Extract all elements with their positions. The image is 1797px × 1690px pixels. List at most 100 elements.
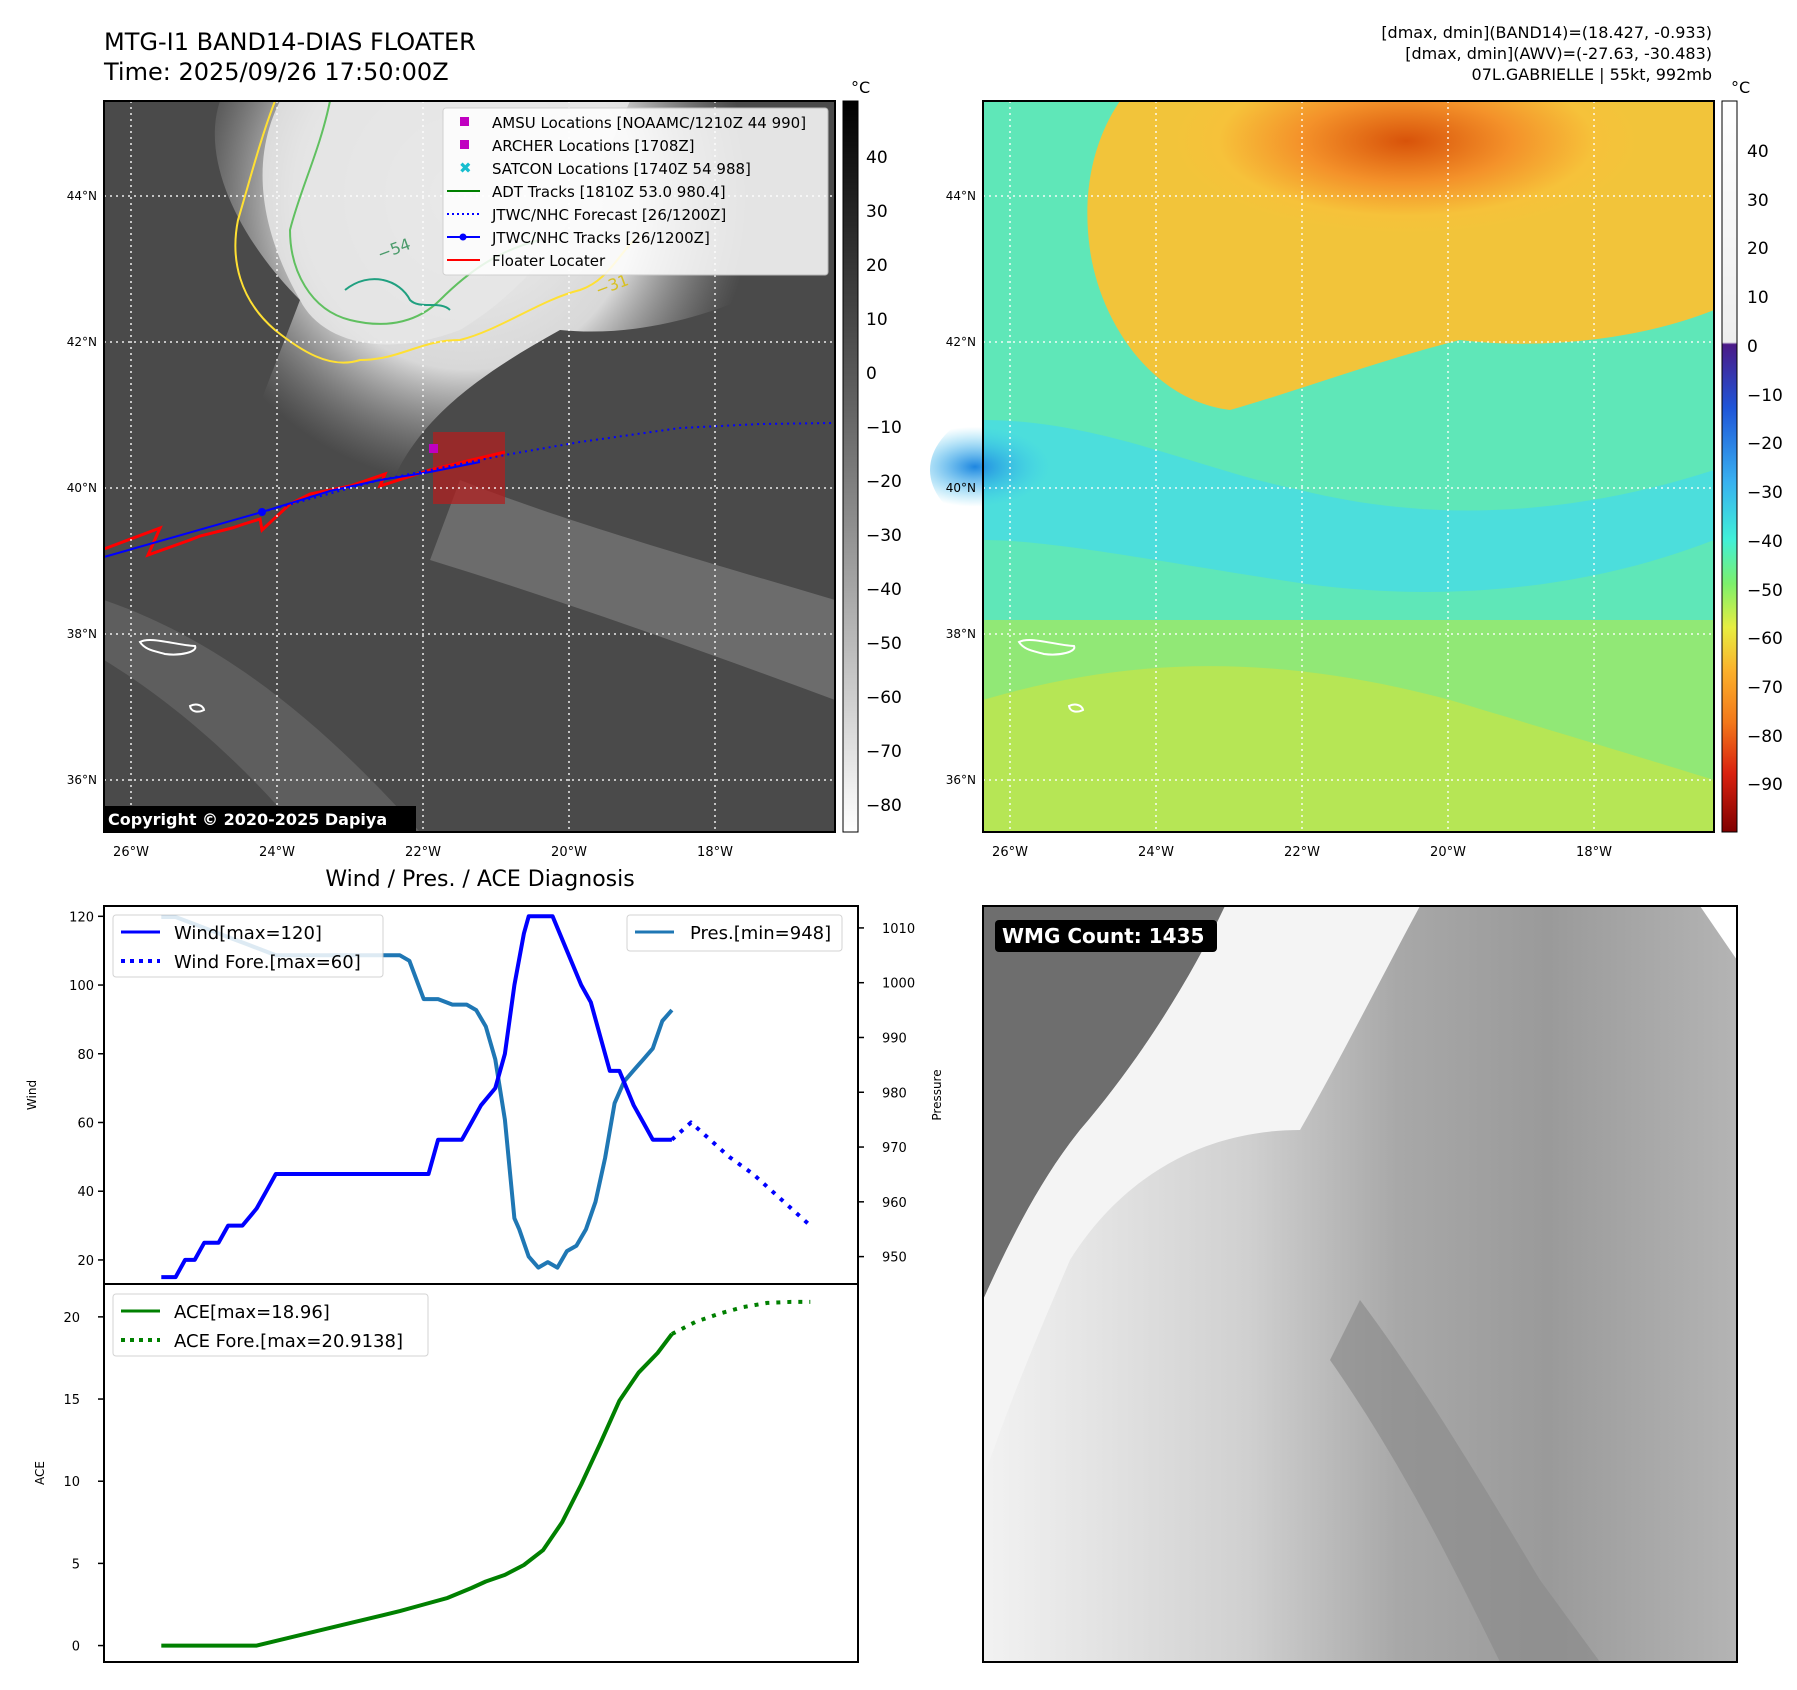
lon-label: 24°W <box>259 845 295 860</box>
wmg-panel: WMG Count: 1435 <box>982 905 1738 1663</box>
cold-contour-green <box>288 100 541 325</box>
color-tick: −60 <box>1747 629 1783 649</box>
wind-legend-label: Wind[max=120] <box>174 923 322 944</box>
ace-legend-label: ACE[max=18.96] <box>174 1302 330 1323</box>
gray-tick: −80 <box>866 796 902 816</box>
ace-chart: 20 15 10 5 0 ACE ACE[max=18.96] ACE Fore.[ma… <box>33 1283 859 1663</box>
gray-tick: −50 <box>866 634 902 654</box>
lat-label: 38°N <box>67 627 97 641</box>
legend-label-satcon: SATCON Locations [1740Z 54 988] <box>492 160 751 178</box>
color-colorbar-bar <box>1721 100 1738 833</box>
color-tick: 40 <box>1747 142 1769 162</box>
legend-marker-satcon: ✖ <box>459 159 472 177</box>
gray-tick: −10 <box>866 418 902 438</box>
legend-marker-amsu <box>460 117 469 126</box>
color-tick: −20 <box>1747 434 1783 454</box>
jtwc-forecast-line <box>261 422 836 513</box>
wmg-dark-band <box>1330 1300 1600 1662</box>
wind-tick-label: 100 <box>69 979 94 994</box>
ir-band-southwest <box>104 600 420 832</box>
color-tick: 10 <box>1747 288 1769 308</box>
floater-track-red <box>103 450 506 558</box>
color-tick: 20 <box>1747 239 1769 259</box>
wind-tick-label: 40 <box>77 1185 94 1200</box>
wind-legend: Wind[max=120] Wind Fore.[max=60] <box>112 914 384 978</box>
ace-y-ticks: 20 15 10 5 0 <box>63 1311 104 1655</box>
wmg-eyewall-bright <box>983 906 1420 1480</box>
lat-label: 42°N <box>67 335 97 349</box>
figure-title-line1: MTG-I1 BAND14-DIAS FLOATER <box>104 28 476 56</box>
color-colorbar-ticks: 40 30 20 10 0 −10 −20 −30 −40 −50 −60 −7… <box>1747 142 1783 795</box>
color-map-south-band <box>983 666 1714 832</box>
ace-series-layer <box>161 1299 811 1648</box>
color-lon-labels: 26°W 24°W 22°W 20°W 18°W <box>992 845 1612 860</box>
color-map-cold-pool <box>930 390 1230 550</box>
gray-tick: 30 <box>866 202 888 222</box>
amsu-location-marker <box>429 444 438 453</box>
color-tick: −80 <box>1747 727 1783 747</box>
wind-pressure-chart: 120 100 80 60 40 20 1010 1000 990 980 970 960 950 W… <box>25 905 944 1285</box>
jtwc-track-line <box>103 461 481 558</box>
pres-legend-label: Pres.[min=948] <box>690 923 831 944</box>
color-map-cloud-core <box>1154 101 1714 324</box>
lon-label: 22°W <box>1284 845 1320 860</box>
wind-tick-label: 20 <box>77 1254 94 1269</box>
color-colorbar-unit: °C <box>1731 78 1750 97</box>
gray-tick: −60 <box>866 688 902 708</box>
ace-legend-box <box>112 1293 429 1357</box>
pres-tick-label: 1010 <box>882 922 915 937</box>
gray-tick: −40 <box>866 580 902 600</box>
ace-forecast-series-line <box>670 1299 811 1336</box>
pres-tick-label: 960 <box>882 1196 907 1211</box>
island-outline-3 <box>1017 638 1076 656</box>
ace-series-line <box>161 1332 674 1648</box>
island-outline-2 <box>188 703 206 713</box>
gray-tick: 20 <box>866 256 888 276</box>
stats-line2: [dmax, dmin](AWV)=(-27.63, -30.483) <box>1405 44 1712 63</box>
ace-fore-legend-label: ACE Fore.[max=20.9138] <box>174 1331 403 1352</box>
wind-axis-label: Wind <box>25 1080 39 1110</box>
ace-tick-label: 5 <box>72 1557 80 1572</box>
pres-tick-label: 990 <box>882 1031 907 1046</box>
pres-legend: Pres.[min=948] <box>626 914 843 952</box>
ir-lon-labels: 26°W 24°W 22°W 20°W 18°W <box>113 845 733 860</box>
gray-tick: 0 <box>866 364 877 384</box>
gray-tick: 10 <box>866 310 888 330</box>
color-gridlines <box>983 101 1714 832</box>
gray-tick: −30 <box>866 526 902 546</box>
lat-label: 38°N <box>946 627 976 641</box>
ace-legend: ACE[max=18.96] ACE Fore.[max=20.9138] <box>112 1293 429 1357</box>
stats-line1: [dmax, dmin](BAND14)=(18.427, -0.933) <box>1381 23 1712 42</box>
pres-y-ticks: 1010 1000 990 980 970 960 950 <box>858 922 915 1266</box>
gray-tick: 40 <box>866 148 888 168</box>
lat-label: 44°N <box>946 189 976 203</box>
pres-tick-label: 1000 <box>882 977 915 992</box>
legend-label-floater: Floater Locater <box>492 252 606 270</box>
wind-forecast-series-line <box>670 1120 812 1228</box>
wind-tick-label: 80 <box>77 1048 94 1063</box>
gray-colorbar-bar <box>842 100 859 833</box>
pressure-axis-label: Pressure <box>930 1069 944 1120</box>
lon-label: 26°W <box>113 845 149 860</box>
ir-lat-labels: 44°N 42°N 40°N 38°N 36°N <box>67 189 97 787</box>
lon-label: 22°W <box>405 845 441 860</box>
copyright-badge <box>104 806 416 832</box>
island-outline-4 <box>1067 703 1085 713</box>
map-legend-box <box>442 107 829 276</box>
lon-label: 20°W <box>551 845 587 860</box>
ir-grayscale-map: −54 −31 AMSU Locations [NOAAMC/1210Z <box>103 100 836 833</box>
lat-label: 44°N <box>67 189 97 203</box>
lon-label: 18°W <box>1576 845 1612 860</box>
wind-tick-label: 60 <box>77 1116 94 1131</box>
legend-label-amsu: AMSU Locations [NOAAMC/1210Z 44 990] <box>492 114 806 132</box>
pres-tick-label: 970 <box>882 1141 907 1156</box>
gray-colorbar: °C 40 30 20 10 0 −10 −20 −30 −40 −50 −60… <box>842 78 902 833</box>
ace-tick-label: 20 <box>63 1311 80 1326</box>
wind-y-ticks: 120 100 80 60 40 20 <box>69 910 104 1269</box>
lat-label: 42°N <box>946 335 976 349</box>
map-legend: AMSU Locations [NOAAMC/1210Z 44 990] ARC… <box>442 107 829 276</box>
pres-tick-label: 980 <box>882 1086 907 1101</box>
color-colorbar: °C 40 30 20 10 0 −10 −20 −30 −40 −50 −60… <box>1721 78 1783 833</box>
island-outline-1 <box>138 638 197 656</box>
color-enhanced-map <box>930 100 1715 833</box>
